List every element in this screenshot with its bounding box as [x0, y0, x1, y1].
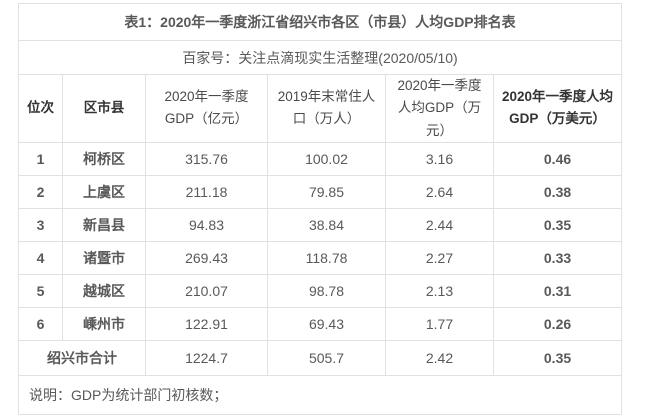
column-header-population: 2019年末常住人口（万人）: [267, 74, 386, 143]
gdp-cell: 211.18: [145, 174, 268, 209]
column-header-gdp: 2020年一季度GDP（亿元）: [145, 74, 268, 143]
column-header-row: 位次 区市县 2020年一季度GDP（亿元） 2019年末常住人口（万人） 20…: [18, 74, 623, 143]
district-cell: 柯桥区: [62, 141, 146, 176]
column-header-district: 区市县: [62, 74, 146, 143]
table-row: 4 诸暨市 269.43 118.78 2.27 0.33: [18, 240, 623, 275]
rank-cell: 5: [18, 273, 63, 308]
gdp-cell: 269.43: [145, 240, 268, 275]
per-capita-usd-cell: 0.26: [492, 306, 623, 341]
population-cell: 69.43: [267, 306, 386, 341]
per-capita-usd-cell: 0.35: [492, 207, 623, 242]
rank-cell: 3: [18, 207, 63, 242]
district-cell: 上虞区: [62, 174, 146, 209]
table-row: 3 新昌县 94.83 38.84 2.44 0.35: [18, 207, 623, 242]
gdp-cell: 315.76: [145, 141, 268, 176]
per-capita-usd-cell: 0.46: [492, 141, 623, 176]
per-capita-yuan-cell: 2.27: [385, 240, 494, 275]
gdp-ranking-table: 表1：2020年一季度浙江省绍兴市各区（市县）人均GDP排名表 百家号：关注点滴…: [17, 3, 623, 415]
table-row: 6 嵊州市 122.91 69.43 1.77 0.26: [18, 306, 623, 341]
table-title: 表1：2020年一季度浙江省绍兴市各区（市县）人均GDP排名表: [17, 3, 623, 41]
total-per-capita-yuan-cell: 2.42: [385, 339, 494, 376]
district-cell: 诸暨市: [62, 240, 146, 275]
total-population-cell: 505.7: [267, 339, 386, 376]
population-cell: 38.84: [267, 207, 386, 242]
population-cell: 79.85: [267, 174, 386, 209]
per-capita-yuan-cell: 1.77: [385, 306, 494, 341]
source-attribution: 百家号：关注点滴现实生活整理(2020/05/10): [17, 40, 623, 75]
per-capita-usd-cell: 0.31: [492, 273, 623, 308]
table-row: 2 上虞区 211.18 79.85 2.64 0.38: [18, 174, 623, 209]
column-header-rank: 位次: [18, 74, 63, 143]
gdp-ranking-table-container: 表1：2020年一季度浙江省绍兴市各区（市县）人均GDP排名表 百家号：关注点滴…: [17, 3, 653, 415]
population-cell: 118.78: [267, 240, 386, 275]
rank-cell: 6: [18, 306, 63, 341]
total-label: 绍兴市合计: [18, 339, 146, 376]
per-capita-yuan-cell: 2.44: [385, 207, 494, 242]
district-cell: 新昌县: [62, 207, 146, 242]
gdp-cell: 122.91: [145, 306, 268, 341]
column-header-per-capita-usd: 2020年一季度人均GDP（万美元）: [492, 74, 623, 143]
gdp-cell: 94.83: [145, 207, 268, 242]
note-row: 说明：GDP为统计部门初核数；: [17, 374, 623, 415]
gdp-cell: 210.07: [145, 273, 268, 308]
per-capita-yuan-cell: 2.64: [385, 174, 494, 209]
district-cell: 越城区: [62, 273, 146, 308]
table-row: 1 柯桥区 315.76 100.02 3.16 0.46: [18, 141, 623, 176]
rank-cell: 1: [18, 141, 63, 176]
title-row: 表1：2020年一季度浙江省绍兴市各区（市县）人均GDP排名表: [17, 3, 623, 41]
source-row: 百家号：关注点滴现实生活整理(2020/05/10): [17, 40, 623, 75]
table-row: 5 越城区 210.07 98.78 2.13 0.31: [18, 273, 623, 308]
rank-cell: 4: [18, 240, 63, 275]
per-capita-yuan-cell: 2.13: [385, 273, 494, 308]
column-header-per-capita-yuan: 2020年一季度人均GDP（万元）: [385, 74, 494, 143]
total-per-capita-usd-cell: 0.35: [492, 339, 623, 376]
district-cell: 嵊州市: [62, 306, 146, 341]
population-cell: 100.02: [267, 141, 386, 176]
per-capita-usd-cell: 0.38: [492, 174, 623, 209]
total-row: 绍兴市合计 1224.7 505.7 2.42 0.35: [18, 339, 623, 376]
total-gdp-cell: 1224.7: [145, 339, 268, 376]
per-capita-yuan-cell: 3.16: [385, 141, 494, 176]
population-cell: 98.78: [267, 273, 386, 308]
table-footnote: 说明：GDP为统计部门初核数；: [17, 374, 623, 415]
rank-cell: 2: [18, 174, 63, 209]
per-capita-usd-cell: 0.33: [492, 240, 623, 275]
